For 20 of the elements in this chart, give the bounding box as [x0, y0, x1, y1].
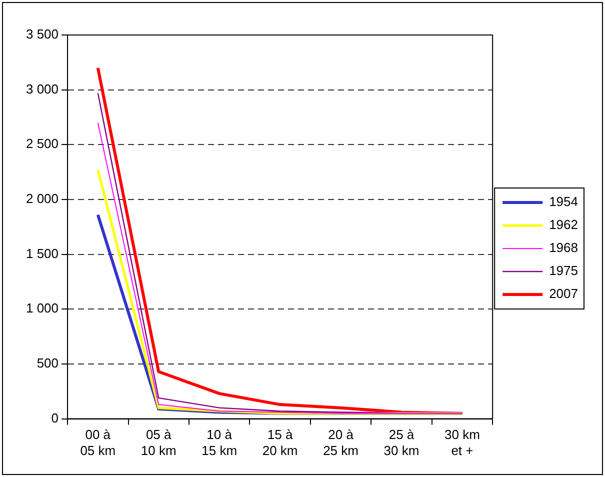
y-tick-label: 500	[36, 356, 59, 371]
y-tick-label: 1 000	[26, 300, 59, 316]
x-tick-label: 10 à 15 km	[202, 427, 238, 458]
y-tick-label: 3 000	[26, 81, 59, 96]
y-tick-label: 3 500	[26, 26, 59, 42]
x-tick-label: 30 km et +	[444, 427, 480, 458]
x-tick-label: 25 à 30 km	[384, 427, 420, 458]
x-tick-label: 00 à 05 km	[80, 427, 116, 458]
x-tick-label: 05 à 10 km	[140, 427, 176, 458]
y-tick-label: 0	[51, 410, 59, 426]
y-tick-label: 1 500	[26, 246, 59, 261]
y-tick-label: 2 500	[26, 136, 59, 152]
x-tick-label: 15 à 20 km	[262, 427, 298, 458]
x-tick-label: 20 à 25 km	[323, 427, 358, 458]
y-tick-label: 2 000	[26, 191, 59, 206]
legend-label: 2007	[549, 286, 578, 302]
legend-label: 1975	[549, 263, 578, 278]
legend-label: 1962	[549, 217, 578, 232]
legend-label: 1968	[549, 240, 578, 256]
legend-label: 1954	[549, 194, 578, 210]
